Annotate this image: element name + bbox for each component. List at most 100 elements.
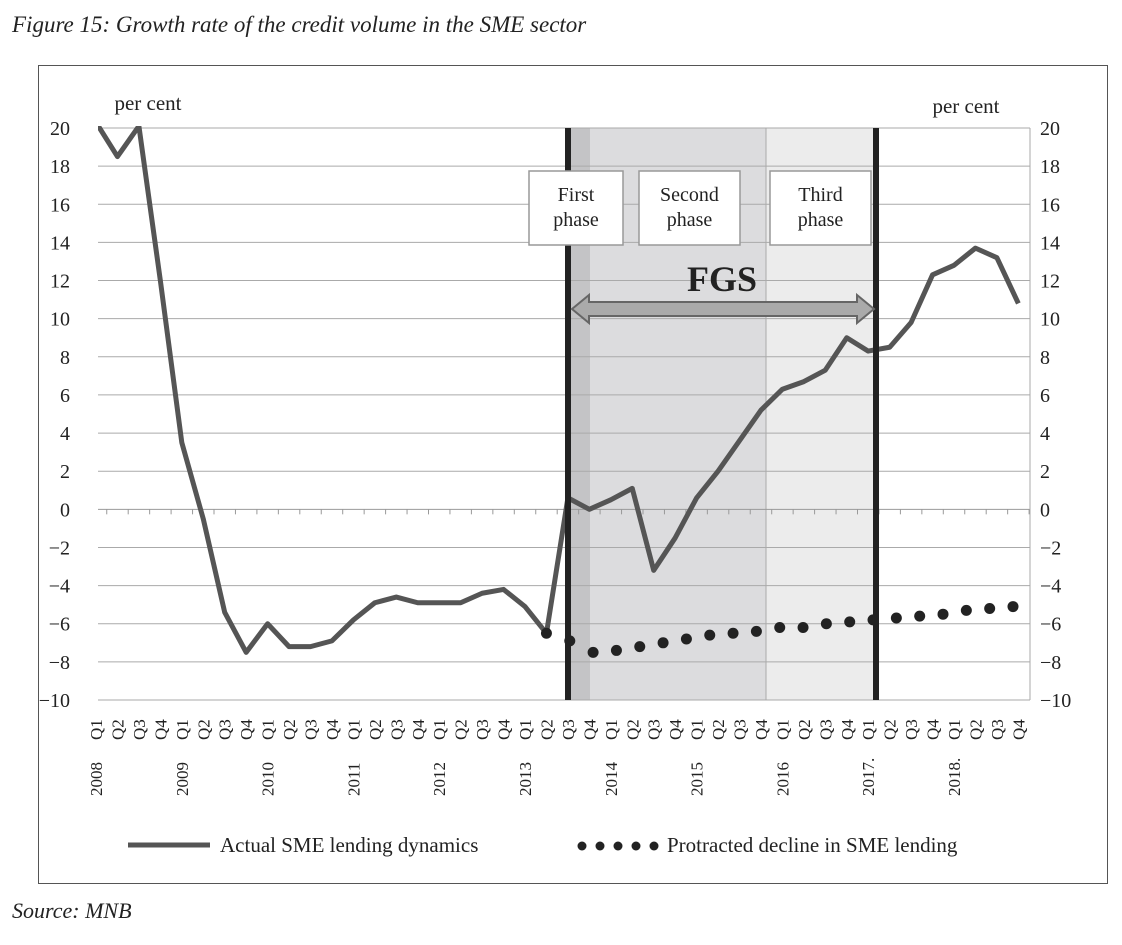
- x-quarter-label: Q2: [366, 719, 385, 740]
- x-year-label: 2017.: [859, 758, 878, 796]
- data-point-protracted-decline: [587, 646, 599, 658]
- x-quarter-label: Q2: [881, 719, 900, 740]
- x-year-label: 2015: [688, 762, 707, 796]
- x-quarter-label: Q1: [688, 719, 707, 740]
- data-point-protracted-decline: [820, 618, 832, 630]
- phase-label: Second: [660, 184, 719, 206]
- x-quarter-label: Q4: [495, 719, 514, 740]
- y-tick-label-left: −2: [49, 537, 70, 559]
- y-tick-label-right: 18: [1040, 156, 1060, 178]
- data-point-protracted-decline: [680, 633, 692, 645]
- y-tick-label-right: 6: [1040, 385, 1050, 407]
- legend-dot-swatch: [631, 841, 641, 851]
- x-year-label: 2009: [173, 762, 192, 796]
- y-tick-label-right: 8: [1040, 347, 1050, 369]
- x-quarter-label: Q3: [645, 719, 664, 740]
- x-year-label: 2012: [430, 762, 449, 796]
- x-quarter-label: Q4: [752, 719, 771, 740]
- x-year-label: 2011: [344, 763, 363, 796]
- x-quarter-label: Q4: [1009, 719, 1028, 740]
- phase-label: First: [558, 184, 595, 206]
- x-quarter-label: Q1: [859, 719, 878, 740]
- phase-label: phase: [667, 209, 713, 231]
- legend-dot-swatch: [649, 841, 659, 851]
- y-tick-label-right: −4: [1040, 576, 1061, 598]
- source-note: Source: MNB: [12, 898, 132, 923]
- legend-dot-swatch: [595, 841, 605, 851]
- x-quarter-label: Q2: [709, 719, 728, 740]
- series-line-actual-sme-lending: [98, 126, 1021, 655]
- x-quarter-label: Q4: [924, 719, 943, 740]
- data-point-protracted-decline: [774, 622, 786, 634]
- legend-dot-swatch: [613, 841, 623, 851]
- data-point-protracted-decline: [1007, 601, 1019, 613]
- data-point-protracted-decline: [844, 616, 856, 628]
- legend-label-protracted: Protracted decline in SME lending: [667, 833, 958, 857]
- phase-region-1: [567, 128, 590, 700]
- y-tick-label-left: 0: [60, 499, 70, 521]
- data-point-protracted-decline: [634, 641, 646, 653]
- x-quarter-label: Q2: [537, 719, 556, 740]
- data-point-protracted-decline: [727, 627, 739, 639]
- x-quarter-label: Q3: [988, 719, 1007, 740]
- x-quarter-label: Q4: [580, 719, 599, 740]
- y-tick-label-right: −2: [1040, 537, 1061, 559]
- y-tick-label-left: 4: [60, 423, 70, 445]
- x-quarter-label: Q3: [130, 719, 149, 740]
- x-quarter-label: Q1: [602, 719, 621, 740]
- y-tick-label-right: 12: [1040, 271, 1060, 293]
- x-year-label: 2008: [87, 762, 106, 796]
- x-quarter-label: Q3: [473, 719, 492, 740]
- x-quarter-label: Q4: [151, 719, 170, 740]
- y-tick-label-left: −10: [39, 690, 70, 712]
- y-tick-label-right: 14: [1040, 232, 1060, 254]
- y-tick-label-right: 0: [1040, 499, 1050, 521]
- legend-dot-swatch: [577, 841, 587, 851]
- phase-label-box: [528, 170, 624, 246]
- x-quarter-label: Q3: [731, 719, 750, 740]
- y-tick-label-left: −4: [49, 576, 70, 598]
- x-quarter-label: Q1: [430, 719, 449, 740]
- data-point-protracted-decline: [890, 612, 902, 624]
- fgs-label: FGS: [687, 259, 757, 299]
- x-quarter-label: Q4: [237, 719, 256, 740]
- x-year-label: 2014: [602, 762, 621, 797]
- x-quarter-label: Q2: [795, 719, 814, 740]
- left-axis-unit: per cent: [114, 91, 181, 115]
- data-point-protracted-decline: [750, 625, 762, 637]
- phase-label: phase: [798, 209, 844, 231]
- x-quarter-label: Q2: [280, 719, 299, 740]
- fgs-double-arrow-icon: [570, 292, 876, 326]
- y-tick-label-left: 12: [50, 271, 70, 293]
- x-year-label: 2010: [259, 762, 278, 796]
- x-quarter-label: Q1: [344, 719, 363, 740]
- x-quarter-label: Q1: [259, 719, 278, 740]
- x-year-label: 2018.: [945, 758, 964, 796]
- phase-label: phase: [553, 209, 599, 231]
- y-tick-label-left: 14: [50, 232, 70, 254]
- y-tick-label-left: 6: [60, 385, 70, 407]
- x-quarter-label: Q4: [323, 719, 342, 740]
- data-point-protracted-decline: [984, 602, 996, 614]
- x-quarter-label: Q2: [452, 719, 471, 740]
- y-tick-label-right: −8: [1040, 652, 1061, 674]
- y-tick-label-right: −10: [1040, 690, 1071, 712]
- data-point-protracted-decline: [960, 604, 972, 616]
- x-quarter-label: Q2: [966, 719, 985, 740]
- x-quarter-label: Q2: [623, 719, 642, 740]
- phase-label-box: [769, 170, 872, 246]
- x-quarter-label: Q3: [302, 719, 321, 740]
- x-quarter-label: Q3: [216, 719, 235, 740]
- data-point-protracted-decline: [914, 610, 926, 622]
- data-point-protracted-decline: [540, 627, 552, 639]
- legend-label-actual: Actual SME lending dynamics: [220, 833, 478, 857]
- figure-title: Figure 15: Growth rate of the credit vol…: [12, 12, 587, 37]
- y-tick-label-right: −6: [1040, 614, 1061, 636]
- x-quarter-label: Q2: [108, 719, 127, 740]
- x-quarter-label: Q4: [409, 719, 428, 740]
- y-tick-label-right: 4: [1040, 423, 1050, 445]
- y-tick-label-right: 10: [1040, 309, 1060, 331]
- y-tick-label-left: 8: [60, 347, 70, 369]
- x-quarter-label: Q1: [945, 719, 964, 740]
